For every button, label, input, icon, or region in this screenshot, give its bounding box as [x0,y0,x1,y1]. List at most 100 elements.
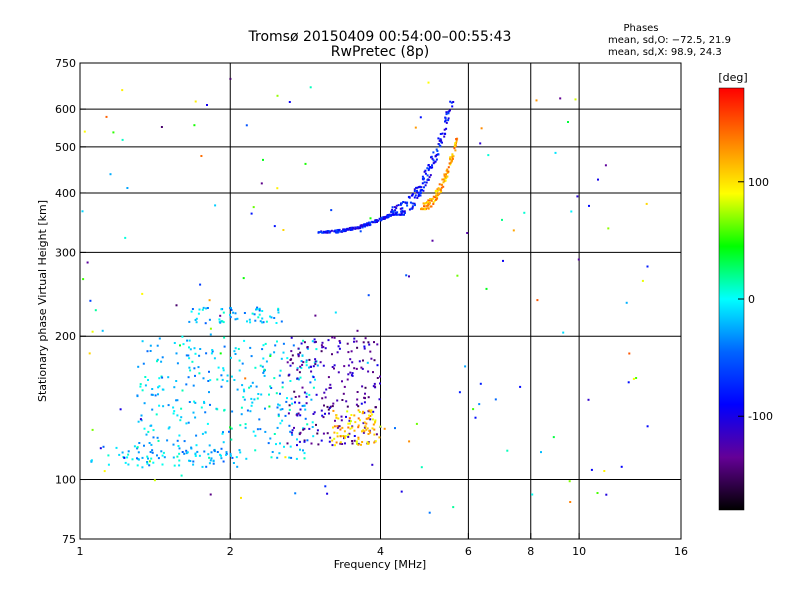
data-point [427,207,430,210]
data-point [208,391,210,394]
data-point [304,408,307,411]
data-point [254,366,257,369]
data-point [358,360,361,363]
data-point [192,460,195,463]
data-point [124,236,127,239]
data-point [151,388,154,390]
data-point [202,377,205,380]
data-point [435,153,438,156]
data-point [212,460,215,463]
data-point [90,459,93,462]
data-point [296,377,299,380]
data-point [192,411,195,414]
data-point [348,417,351,420]
data-point [277,309,280,312]
data-point [414,204,416,207]
data-point [167,404,170,407]
data-point [369,223,372,226]
y-tick-label: 400 [55,187,76,200]
data-point [321,397,324,400]
data-point [333,431,336,434]
data-point [402,201,405,203]
data-point [252,430,255,433]
data-point [433,161,436,164]
data-point [176,414,179,417]
data-point [237,348,240,350]
data-point [348,419,351,422]
data-point [335,441,338,444]
data-point [121,89,124,92]
data-point [328,440,331,443]
data-point [323,404,325,407]
data-point [250,355,253,358]
data-point [324,231,327,234]
data-point [124,461,127,464]
data-point [194,453,197,456]
data-point [246,320,248,323]
data-point [241,384,244,387]
data-point [342,392,345,395]
data-point [360,443,362,446]
data-point [374,221,377,224]
data-point [314,358,317,361]
data-point [395,207,398,210]
data-point [233,350,236,353]
data-point [423,181,426,184]
data-point [193,124,196,127]
data-point [240,496,242,499]
data-point [596,492,599,494]
data-point [367,396,370,399]
data-point [439,133,442,135]
data-point [276,340,278,343]
data-point [378,436,381,439]
data-point [230,427,233,430]
data-point [229,77,232,80]
data-point [208,462,211,465]
data-point [401,213,403,216]
x-tick-label: 10 [572,545,586,558]
data-point [449,156,452,159]
data-point [442,181,445,184]
data-point [415,186,417,189]
data-point [260,393,263,396]
data-point [379,382,381,385]
data-point [161,454,164,457]
data-point [301,363,304,366]
data-point [195,444,198,447]
data-point [569,501,572,503]
data-point [276,456,279,459]
data-point [286,357,289,360]
data-point [137,451,140,454]
data-point [391,210,394,213]
data-point [451,105,454,108]
data-point [229,452,232,455]
data-point [210,451,213,454]
data-point [201,465,204,468]
data-point [203,400,205,403]
data-point [645,202,648,205]
data-point [167,427,170,430]
data-point [390,210,393,213]
y-tick-label: 100 [55,474,76,487]
x-axis-label: Frequency [MHz] [334,558,426,571]
data-point [369,431,372,434]
data-point [277,311,280,314]
data-point [451,153,454,156]
data-point [395,204,398,207]
data-point [443,173,446,176]
data-point [205,307,208,310]
data-point [402,213,405,216]
data-point [376,364,379,367]
data-point [139,383,142,386]
data-point [418,192,421,195]
data-point [264,430,267,433]
data-point [180,474,183,477]
data-point [335,416,338,419]
data-point [206,104,208,106]
data-point [449,100,452,103]
data-point [346,410,349,413]
data-point [349,358,352,361]
data-point [223,409,226,412]
data-point [144,384,147,387]
data-point [196,450,199,453]
